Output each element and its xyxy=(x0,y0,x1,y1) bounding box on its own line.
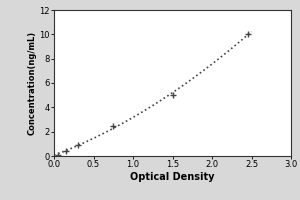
Y-axis label: Concentration(ng/mL): Concentration(ng/mL) xyxy=(28,31,37,135)
X-axis label: Optical Density: Optical Density xyxy=(130,172,215,182)
